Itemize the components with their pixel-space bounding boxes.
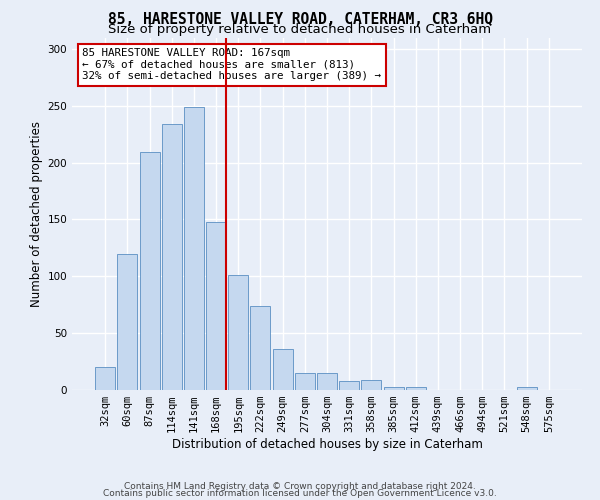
Bar xyxy=(295,373,315,390)
Y-axis label: Number of detached properties: Number of detached properties xyxy=(30,120,43,306)
Bar xyxy=(339,381,359,390)
Bar xyxy=(162,124,182,390)
Bar xyxy=(250,306,271,390)
Text: Contains HM Land Registry data © Crown copyright and database right 2024.: Contains HM Land Registry data © Crown c… xyxy=(124,482,476,491)
Bar xyxy=(517,386,536,390)
Bar xyxy=(383,386,404,390)
Text: 85 HARESTONE VALLEY ROAD: 167sqm
← 67% of detached houses are smaller (813)
32% : 85 HARESTONE VALLEY ROAD: 167sqm ← 67% o… xyxy=(82,48,381,82)
X-axis label: Distribution of detached houses by size in Caterham: Distribution of detached houses by size … xyxy=(172,438,482,451)
Bar xyxy=(272,349,293,390)
Bar xyxy=(184,107,204,390)
Bar xyxy=(361,380,382,390)
Bar xyxy=(228,275,248,390)
Bar xyxy=(95,368,115,390)
Text: Contains public sector information licensed under the Open Government Licence v3: Contains public sector information licen… xyxy=(103,489,497,498)
Text: Size of property relative to detached houses in Caterham: Size of property relative to detached ho… xyxy=(109,22,491,36)
Bar xyxy=(406,386,426,390)
Bar xyxy=(118,254,137,390)
Bar xyxy=(140,152,160,390)
Bar xyxy=(206,222,226,390)
Text: 85, HARESTONE VALLEY ROAD, CATERHAM, CR3 6HQ: 85, HARESTONE VALLEY ROAD, CATERHAM, CR3… xyxy=(107,12,493,26)
Bar xyxy=(317,373,337,390)
